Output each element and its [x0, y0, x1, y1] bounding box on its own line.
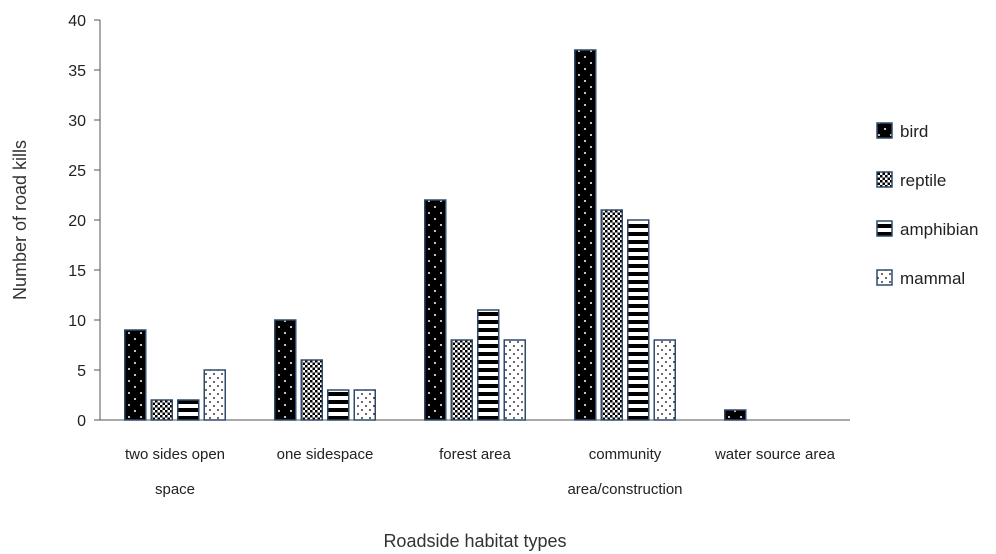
legend-label-bird: bird [900, 122, 928, 141]
bar-mammal [503, 339, 526, 421]
legend-swatch-reptile [876, 171, 893, 188]
legend: bird reptile amphibian mammal [876, 122, 978, 288]
bar-bird [574, 49, 597, 421]
y-tick-label: 20 [68, 213, 86, 230]
bar-bird [424, 199, 447, 421]
bar-amphibian [477, 309, 500, 421]
bar-bird [724, 409, 747, 421]
y-tick-label: 0 [77, 413, 86, 430]
legend-label-reptile: reptile [900, 171, 946, 190]
bar-mammal [203, 369, 226, 421]
x-category-label: community [589, 446, 662, 463]
bars [124, 49, 747, 421]
y-tick-label: 35 [68, 63, 86, 80]
x-axis: two sides open space one sidespace forest a… [100, 419, 850, 498]
legend-swatch-bird [876, 122, 893, 139]
x-category-label: space [155, 481, 195, 498]
bar-reptile [450, 339, 473, 421]
x-category-label: water source area [714, 446, 836, 463]
legend-label-mammal: mammal [900, 269, 965, 288]
bar-reptile [600, 209, 623, 421]
y-tick-label: 15 [68, 263, 86, 280]
y-tick-label: 25 [68, 163, 86, 180]
legend-swatch-mammal [876, 269, 893, 286]
x-category-label: one sidespace [277, 446, 374, 463]
bar-mammal [653, 339, 676, 421]
bar-mammal [353, 389, 376, 421]
x-category-label: forest area [439, 446, 511, 463]
y-axis: 0 5 10 15 20 25 30 35 40 [68, 13, 101, 430]
y-tick-label: 10 [68, 313, 86, 330]
x-category-label: area/construction [567, 481, 682, 498]
bar-amphibian [327, 389, 350, 421]
bar-amphibian [177, 399, 200, 421]
y-tick-label: 30 [68, 113, 86, 130]
legend-swatch-amphibian [876, 220, 893, 237]
y-tick-label: 40 [68, 13, 86, 30]
x-category-label: two sides open [125, 446, 225, 463]
bar-reptile [150, 399, 173, 421]
bar-bird [274, 319, 297, 421]
legend-label-amphibian: amphibian [900, 220, 978, 239]
bar-bird [124, 329, 147, 421]
y-axis-title: Number of road kills [10, 140, 30, 300]
y-tick-label: 5 [77, 363, 86, 380]
x-axis-title: Roadside habitat types [383, 531, 566, 551]
bar-reptile [300, 359, 323, 421]
bar-amphibian [627, 219, 650, 421]
